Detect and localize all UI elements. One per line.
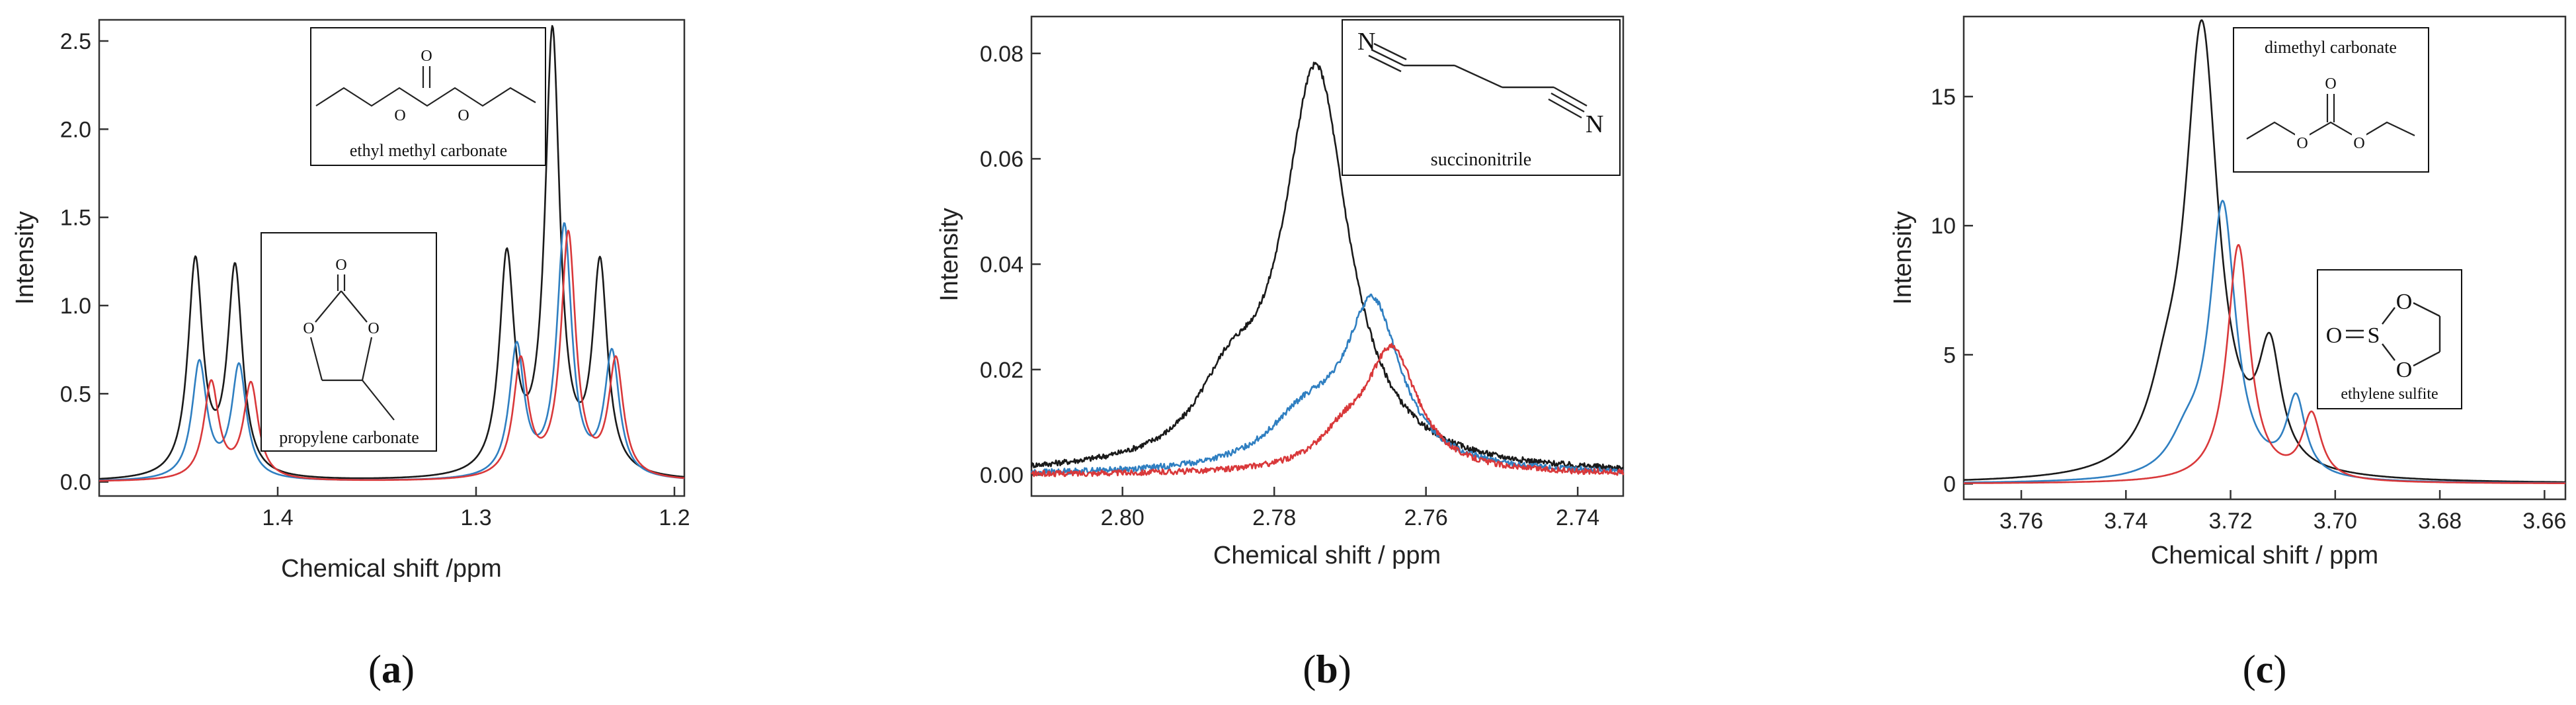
panel-c-curves	[1964, 19, 2566, 485]
sn-name: succinonitrile	[1431, 149, 1531, 170]
series-black-line	[1964, 19, 2565, 483]
dmc-ether-o2: O	[2353, 135, 2364, 152]
panel-b-frame	[1030, 15, 1625, 497]
xtick-label: 2.78	[1252, 505, 1296, 530]
panel-a: 1.4 1.3 1.2 0.0 0.5 1.0 1.5 2.0 2.5 Chemical shi…	[11, 19, 690, 691]
panel-c-ticks: 3.76 3.74 3.72 3.70 3.68 3.66 0 5 10 15	[1931, 85, 2566, 534]
ytick-label: 0.5	[60, 382, 91, 407]
xtick-label: 3.70	[2314, 509, 2357, 534]
panel-b-xlabel: Chemical shift / ppm	[1213, 542, 1441, 569]
emc-o-mask-1	[393, 106, 407, 123]
xtick-label: 2.76	[1404, 505, 1448, 530]
dmc-carbonyl-o: O	[2325, 75, 2336, 93]
series-red-line	[1031, 343, 1625, 477]
panel-c-ylabel: Intensity	[1889, 211, 1917, 305]
ytick-label: 0.0	[60, 470, 91, 495]
panel-a-caption: (a)	[368, 647, 415, 691]
ytick-label: 0.08	[980, 42, 1024, 67]
series-red-line	[1964, 244, 2565, 485]
es-name: ethylene sulfite	[2341, 386, 2438, 403]
xtick-label: 3.68	[2418, 509, 2462, 534]
series-black-line	[1030, 62, 1624, 472]
ytick-label: 2.0	[60, 117, 91, 142]
ytick-label: 0.06	[980, 147, 1024, 172]
sn-atom-n-right: N	[1586, 110, 1603, 138]
panel-b: 2.80 2.78 2.76 2.74 0.00 0.02 0.04 0.06 0.08 Che…	[936, 15, 1625, 691]
ytick-label: 15	[1931, 85, 1956, 110]
series-red-line	[99, 229, 685, 482]
dmc-structure-icon	[2246, 94, 2415, 140]
ytick-label: 1.0	[60, 294, 91, 319]
xtick-label: 1.2	[659, 505, 690, 530]
pc-ring-o1: O	[303, 320, 314, 337]
xtick-label: 3.72	[2208, 509, 2252, 534]
dmc-inset: dimethyl carbonate O O O	[2233, 27, 2429, 173]
ytick-label: 0.00	[980, 463, 1024, 488]
es-inset: O S O O ethylene sulfite	[2317, 269, 2462, 409]
emc-ether-o1: O	[394, 107, 405, 124]
sn-inset: N N succinonitrile	[1342, 19, 1621, 176]
emc-name: ethyl methyl carbonate	[350, 141, 507, 160]
dmc-name: dimethyl carbonate	[2265, 38, 2397, 57]
ytick-label: 0.04	[980, 252, 1024, 277]
pc-name: propylene carbonate	[279, 428, 419, 447]
series-blue-line	[1030, 293, 1625, 476]
dmc-ether-o1: O	[2296, 135, 2308, 152]
panel-c-frame	[1962, 15, 2567, 501]
panel-a-frame	[98, 19, 686, 497]
emc-structure-icon	[315, 66, 536, 107]
xtick-label: 2.74	[1556, 505, 1599, 530]
panel-b-curves	[1030, 62, 1625, 477]
series-black-line	[99, 24, 685, 480]
xtick-label: 3.76	[1999, 509, 2043, 534]
dmc-o-mask-1	[2295, 132, 2310, 151]
panel-a-xlabel: Chemical shift /ppm	[281, 555, 502, 583]
dmc-inset-box	[2233, 27, 2429, 173]
xtick-label: 1.3	[460, 505, 491, 530]
emc-inset: O O O ethyl methyl carbonate	[310, 27, 546, 166]
panel-c-caption: (c)	[2243, 647, 2287, 691]
ytick-label: 0.02	[980, 358, 1024, 383]
emc-o-mask-2	[456, 106, 471, 123]
panel-b-ticks: 2.80 2.78 2.76 2.74 0.00 0.02 0.04 0.06 0.08	[980, 42, 1599, 530]
es-atom-s: S	[2368, 323, 2380, 348]
pc-carbonyl-o: O	[335, 257, 346, 274]
es-structure-icon	[2346, 302, 2441, 367]
pc-ring-o2: O	[368, 320, 379, 337]
pc-structure-icon	[309, 274, 395, 421]
emc-ether-o2: O	[458, 107, 469, 124]
panel-c: 3.76 3.74 3.72 3.70 3.68 3.66 0 5 10 15 Chemical …	[1889, 15, 2567, 691]
panel-b-ylabel: Intensity	[936, 208, 963, 302]
xtick-label: 1.4	[262, 505, 293, 530]
es-inset-box	[2317, 269, 2462, 409]
panel-c-xlabel: Chemical shift / ppm	[2151, 542, 2378, 569]
es-atom-o-top: O	[2396, 290, 2413, 314]
pc-inset-box	[261, 232, 437, 452]
dmc-o-mask-2	[2352, 132, 2366, 151]
ytick-label: 0	[1943, 472, 1956, 497]
es-atom-o-bottom: O	[2396, 358, 2413, 382]
panel-a-ylabel: Intensity	[11, 211, 39, 305]
ytick-label: 5	[1943, 343, 1956, 368]
pc-inset: O O O propylene carbonate	[261, 232, 437, 452]
es-atom-o-double: O	[2326, 323, 2343, 348]
ytick-label: 2.5	[60, 29, 91, 54]
panel-a-curves	[99, 24, 685, 482]
panel-a-ticks: 1.4 1.3 1.2 0.0 0.5 1.0 1.5 2.0 2.5	[60, 29, 690, 530]
emc-inset-box	[310, 27, 546, 166]
ytick-label: 1.5	[60, 206, 91, 231]
sn-structure-icon	[1368, 42, 1588, 119]
panel-b-caption: (b)	[1303, 647, 1351, 691]
emc-carbonyl-o: O	[421, 48, 432, 65]
sn-atom-n-left: N	[1357, 28, 1375, 56]
ytick-label: 10	[1931, 214, 1956, 239]
xtick-label: 3.74	[2104, 509, 2148, 534]
xtick-label: 3.66	[2522, 509, 2566, 534]
xtick-label: 2.80	[1101, 505, 1145, 530]
